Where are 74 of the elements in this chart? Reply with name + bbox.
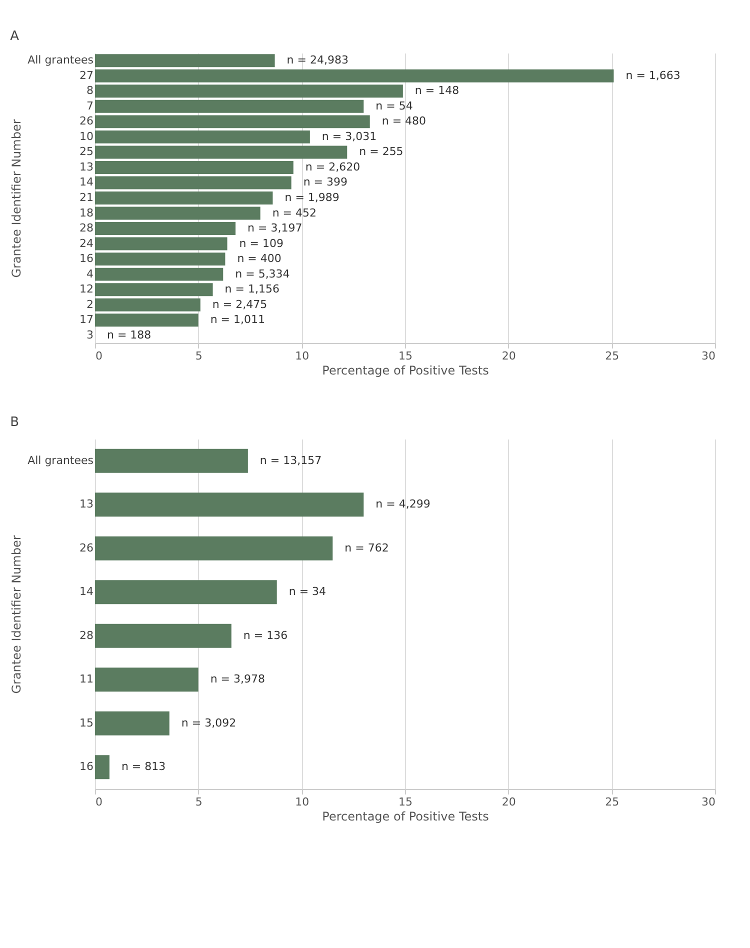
y-tick-label: 12 [80,282,94,296]
x-tick-label: 20 [502,350,516,362]
y-tick-label: 2 [86,298,94,311]
y-tick-label: 11 [80,672,94,686]
annotation: n = 2,620 [305,160,360,174]
y-tick-label: All grantees [28,54,94,67]
y-tick-label: 8 [86,84,94,98]
x-tick-label: 25 [605,350,620,362]
chart-title: B [10,415,19,430]
x-tick-label: 5 [195,350,202,362]
y-axis-title: Grantee Identifier Number [10,119,24,278]
y-tick-label: 26 [80,541,94,554]
annotation: n = 480 [382,114,426,128]
y-tick-label: 24 [80,236,94,250]
y-tick-label: 16 [80,252,94,266]
annotation: n = 1,989 [284,191,340,204]
x-tick-label: 5 [195,796,202,808]
annotation: n = 24,983 [286,54,348,67]
annotation: n = 452 [272,206,317,220]
annotation: n = 3,092 [181,716,236,730]
y-tick-label: 17 [80,313,94,326]
y-tick-label: 14 [80,585,94,598]
y-tick-label: 27 [80,68,94,82]
y-tick-label: 28 [80,222,94,235]
annotation: n = 3,978 [210,672,266,686]
y-tick-label: 26 [80,114,94,128]
y-axis-title: Grantee Identifier Number [10,535,24,694]
y-tick-label: 25 [80,145,94,158]
x-tick-label: 25 [605,796,620,808]
annotation: n = 2,475 [212,298,268,311]
y-tick-label: 15 [80,716,94,730]
annotation: n = 5,334 [235,267,290,280]
x-tick-label: 15 [398,350,412,362]
annotation: n = 4,299 [376,498,430,511]
annotation: n = 188 [107,328,152,342]
y-tick-label: 13 [80,160,94,174]
y-tick-label: 28 [80,628,94,642]
x-tick-label: 0 [96,350,102,362]
y-tick-label: All grantees [28,454,94,467]
x-tick-label: 15 [398,796,412,808]
x-tick-label: 10 [295,796,310,808]
y-tick-label: 21 [80,191,94,204]
y-tick-label: 13 [80,498,94,511]
annotation: n = 109 [239,236,284,250]
annotation: n = 400 [237,252,282,266]
x-tick-label: 0 [96,796,102,808]
annotation: n = 148 [414,84,460,98]
y-tick-label: 14 [80,176,94,189]
chart-title: A [10,29,20,44]
annotation: n = 13,157 [260,454,322,467]
x-tick-label: 30 [702,350,716,362]
y-tick-label: 4 [86,267,94,280]
annotation: n = 762 [344,541,389,554]
annotation: n = 54 [376,99,413,112]
annotation: n = 136 [243,628,288,642]
y-tick-label: 10 [80,130,94,143]
annotation: n = 3,031 [322,130,377,143]
annotation: n = 399 [303,176,348,189]
annotation: n = 813 [121,760,166,774]
x-tick-label: 20 [502,796,516,808]
y-tick-label: 18 [80,206,94,220]
y-tick-label: 7 [86,99,94,112]
annotation: n = 1,663 [626,68,680,82]
x-axis-title: Percentage of Positive Tests [322,810,489,824]
annotation: n = 34 [288,585,326,598]
annotation: n = 255 [359,145,404,158]
y-tick-label: 16 [80,760,94,774]
annotation: n = 1,156 [224,282,280,296]
x-tick-label: 10 [295,350,310,362]
annotation: n = 1,011 [210,313,266,326]
x-axis-title: Percentage of Positive Tests [322,364,489,378]
annotation: n = 3,197 [248,222,302,235]
y-tick-label: 3 [86,328,94,342]
x-tick-label: 30 [702,796,716,808]
